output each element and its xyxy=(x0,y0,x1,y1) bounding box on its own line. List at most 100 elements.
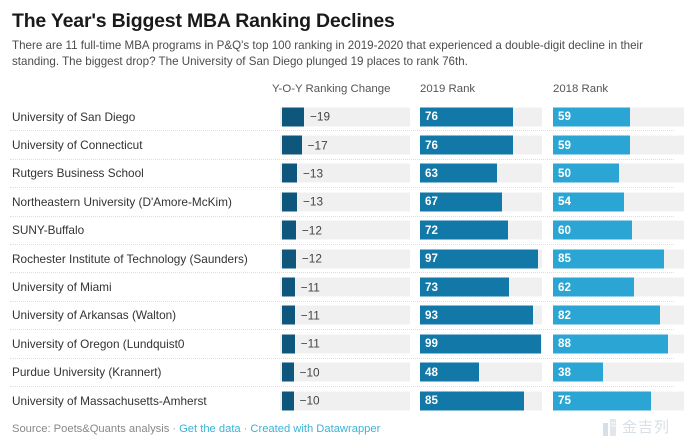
cell-2018-rank: 85 xyxy=(553,249,684,269)
watermark-text: 金吉列 xyxy=(621,418,670,436)
bar-2018-rank xyxy=(553,249,665,269)
cell-yoy-change: −11 xyxy=(280,334,410,354)
cell-2018-rank: 54 xyxy=(553,192,684,212)
footer-source: Source: Poets&Quants analysis xyxy=(12,423,170,435)
value-2019-rank: 85 xyxy=(425,394,438,408)
bar-2019-rank xyxy=(420,107,513,127)
bar-2018-rank xyxy=(553,192,624,212)
cell-yoy-change: −10 xyxy=(280,362,410,382)
cell-yoy-change: −12 xyxy=(280,249,410,269)
created-with-datawrapper-link[interactable]: Created with Datawrapper xyxy=(250,423,381,435)
bar-yoy-change xyxy=(282,192,298,212)
value-2018-rank: 88 xyxy=(558,337,571,351)
table-row: Northeastern University (D'Amore-McKim) −… xyxy=(10,188,684,217)
value-2019-rank: 76 xyxy=(425,138,438,152)
cell-2019-rank: 72 xyxy=(420,220,542,240)
bar-yoy-change xyxy=(282,220,296,240)
bar-2018-rank xyxy=(553,362,603,382)
bar-2019-rank xyxy=(420,163,497,183)
table-row: University of Arkansas (Walton) −11 93 82 xyxy=(10,302,684,331)
bar-2019-rank xyxy=(420,362,479,382)
table-row: University of Connecticut −17 76 59 xyxy=(10,131,684,160)
bar-2019-rank xyxy=(420,192,502,212)
row-label: University of Arkansas (Walton) xyxy=(12,308,177,323)
cell-2019-rank: 76 xyxy=(420,135,542,155)
bar-yoy-change xyxy=(282,135,302,155)
cell-2019-rank: 99 xyxy=(420,334,542,354)
value-2018-rank: 59 xyxy=(558,110,571,124)
cell-2019-rank: 48 xyxy=(420,362,542,382)
bar-yoy-change xyxy=(282,305,295,325)
cell-2019-rank: 97 xyxy=(420,249,542,269)
cell-2018-rank: 59 xyxy=(553,135,684,155)
bar-yoy-change xyxy=(282,163,298,183)
cell-2019-rank: 63 xyxy=(420,163,542,183)
bar-2018-rank xyxy=(553,305,661,325)
table-row: Purdue University (Krannert) −10 48 38 xyxy=(10,359,684,387)
cell-2018-rank: 59 xyxy=(553,107,684,127)
cell-yoy-change: −12 xyxy=(280,220,410,240)
row-label: University of Oregon (Lundquist0 xyxy=(12,336,185,351)
bar-yoy-change xyxy=(282,249,296,269)
chart-footer: Source: Poets&Quants analysis · Get the da… xyxy=(12,423,380,435)
table-row: University of Oregon (Lundquist0 −11 99 88 xyxy=(10,330,684,359)
bar-2019-rank xyxy=(420,391,524,411)
bar-2019-rank xyxy=(420,334,541,354)
value-yoy-change: −13 xyxy=(303,194,324,209)
cell-2018-rank: 60 xyxy=(553,220,684,240)
chart-title: The Year's Biggest MBA Ranking Declines xyxy=(12,10,395,32)
bar-2018-rank xyxy=(553,334,669,354)
chart-subtitle: There are 11 full-time MBA programs in P… xyxy=(12,39,643,68)
value-yoy-change: −12 xyxy=(301,223,322,238)
value-yoy-change: −11 xyxy=(300,308,320,323)
chart-container: The Year's Biggest MBA Ranking Declines … xyxy=(0,10,684,447)
bar-2018-rank xyxy=(553,220,632,240)
cell-2019-rank: 73 xyxy=(420,277,542,297)
row-label: University of San Diego xyxy=(12,109,136,124)
table-row: University of San Diego −19 76 59 xyxy=(10,103,684,132)
cell-2019-rank: 85 xyxy=(420,391,542,411)
row-label: Rutgers Business School xyxy=(12,166,144,181)
cell-yoy-change: −13 xyxy=(280,163,410,183)
bar-2018-rank xyxy=(553,135,631,155)
bar-yoy-change xyxy=(282,334,295,354)
value-2018-rank: 75 xyxy=(558,394,571,408)
value-2018-rank: 38 xyxy=(558,365,571,379)
value-2018-rank: 50 xyxy=(558,166,571,180)
value-2019-rank: 48 xyxy=(425,365,438,379)
cell-2018-rank: 75 xyxy=(553,391,684,411)
bar-2018-rank xyxy=(553,277,635,297)
bar-2018-rank xyxy=(553,163,619,183)
cell-2018-rank: 88 xyxy=(553,334,684,354)
value-2018-rank: 85 xyxy=(558,252,571,266)
column-header-yoy: Y-O-Y Ranking Change xyxy=(272,83,391,95)
value-2018-rank: 82 xyxy=(558,308,571,322)
watermark-building-icon xyxy=(602,418,616,436)
get-the-data-link[interactable]: Get the data xyxy=(179,423,241,435)
table-row: University of Miami −11 73 62 xyxy=(10,273,684,302)
cell-yoy-change: −11 xyxy=(280,305,410,325)
bar-2019-rank xyxy=(420,305,534,325)
value-2018-rank: 59 xyxy=(558,138,571,152)
bar-2019-rank xyxy=(420,135,513,155)
cell-2019-rank: 67 xyxy=(420,192,542,212)
row-label: University of Massachusetts-Amherst xyxy=(12,393,207,408)
value-2019-rank: 76 xyxy=(425,110,438,124)
cell-2019-rank: 76 xyxy=(420,107,542,127)
value-yoy-change: −10 xyxy=(299,365,320,380)
value-2018-rank: 60 xyxy=(558,223,571,237)
watermark: 金吉列 xyxy=(602,416,670,437)
cell-2018-rank: 50 xyxy=(553,163,684,183)
bar-2018-rank xyxy=(553,391,652,411)
value-2019-rank: 99 xyxy=(425,337,438,351)
footer-separator-2: · xyxy=(243,423,248,435)
cell-yoy-change: −10 xyxy=(280,391,410,411)
chart-rows: University of San Diego −19 76 59 University… xyxy=(10,103,684,414)
row-label: SUNY-Buffalo xyxy=(12,223,85,238)
table-row: SUNY-Buffalo −12 72 60 xyxy=(10,217,684,245)
value-2019-rank: 93 xyxy=(425,308,438,322)
value-yoy-change: −19 xyxy=(310,109,331,124)
value-2019-rank: 67 xyxy=(425,195,438,209)
value-2019-rank: 73 xyxy=(425,280,438,294)
bar-yoy-change xyxy=(282,107,304,127)
